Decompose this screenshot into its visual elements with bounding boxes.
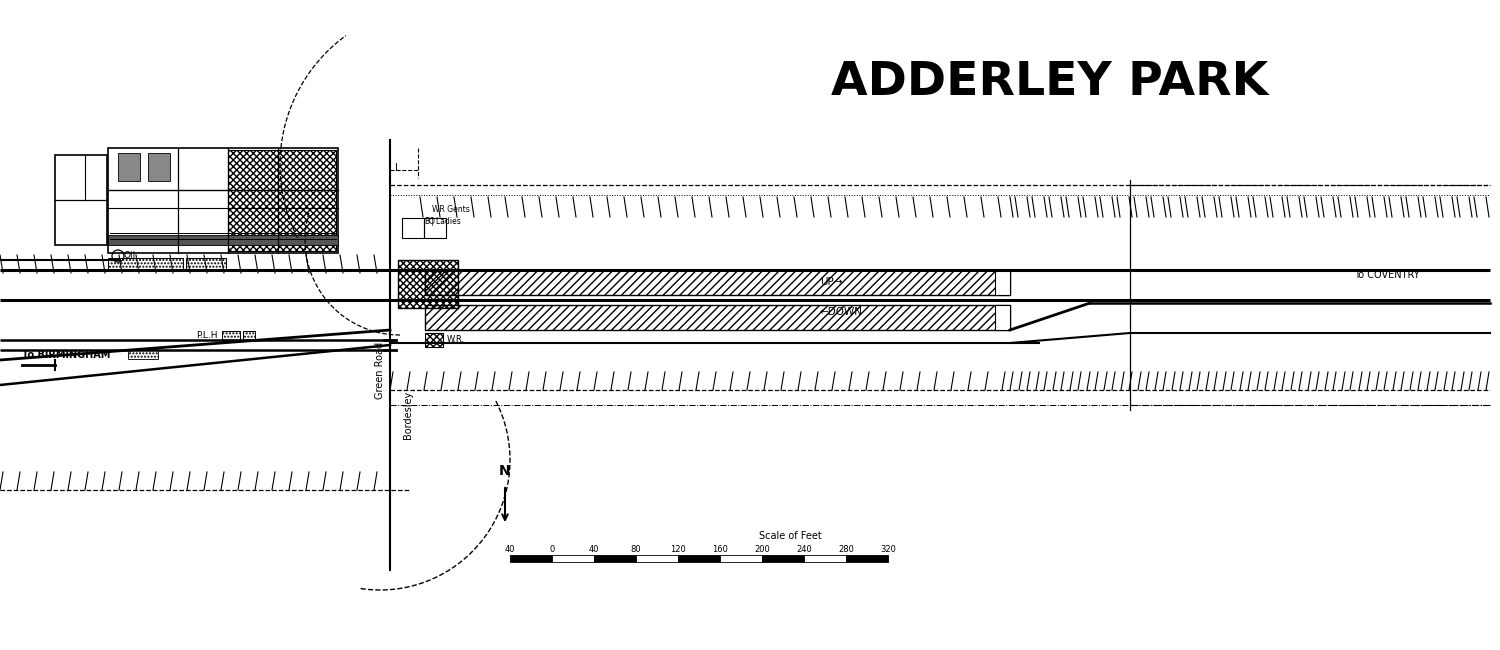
Bar bbox=[402, 218, 424, 238]
Bar bbox=[846, 555, 888, 562]
Bar bbox=[994, 305, 1010, 330]
Bar bbox=[804, 555, 846, 562]
Bar bbox=[118, 153, 140, 181]
Bar bbox=[228, 150, 336, 251]
Text: UP→: UP→ bbox=[821, 277, 843, 287]
Bar bbox=[424, 218, 445, 238]
Bar bbox=[510, 555, 552, 562]
Bar bbox=[148, 153, 170, 181]
Text: 40: 40 bbox=[588, 545, 598, 554]
Text: 120: 120 bbox=[670, 545, 686, 554]
Text: 40: 40 bbox=[504, 545, 516, 554]
Text: 160: 160 bbox=[712, 545, 728, 554]
Text: ←DOWN: ←DOWN bbox=[821, 307, 862, 317]
Text: Scale of Feet: Scale of Feet bbox=[759, 531, 822, 541]
Text: BO: BO bbox=[424, 218, 435, 226]
Bar bbox=[108, 148, 338, 253]
Bar bbox=[243, 331, 255, 341]
Text: 240: 240 bbox=[796, 545, 812, 554]
Bar bbox=[678, 555, 720, 562]
Text: To COVENTRY: To COVENTRY bbox=[1354, 270, 1420, 280]
Text: To BIRMINGHAM: To BIRMINGHAM bbox=[22, 350, 111, 360]
Text: N: N bbox=[500, 464, 512, 478]
Text: | Ladies: | Ladies bbox=[430, 218, 460, 226]
Text: Green Road: Green Road bbox=[375, 341, 386, 398]
Text: Bordesley: Bordesley bbox=[404, 391, 412, 439]
Text: Oil: Oil bbox=[124, 250, 136, 259]
Text: ADDERLEY PARK: ADDERLEY PARK bbox=[831, 60, 1269, 105]
Text: L: L bbox=[394, 163, 400, 173]
Text: 280: 280 bbox=[839, 545, 854, 554]
Bar bbox=[186, 258, 226, 270]
Bar bbox=[128, 349, 158, 359]
Bar bbox=[424, 333, 442, 347]
Bar bbox=[398, 260, 458, 308]
Bar bbox=[222, 331, 240, 341]
Bar bbox=[108, 258, 183, 270]
Bar bbox=[762, 555, 804, 562]
Text: 0: 0 bbox=[549, 545, 555, 554]
Text: 80: 80 bbox=[630, 545, 642, 554]
Text: 200: 200 bbox=[754, 545, 770, 554]
Text: W.R.: W.R. bbox=[447, 335, 465, 345]
Text: WR Gents: WR Gents bbox=[432, 205, 470, 214]
Bar bbox=[424, 270, 1010, 295]
Bar bbox=[108, 235, 338, 245]
Bar bbox=[552, 555, 594, 562]
Bar bbox=[594, 555, 636, 562]
Bar bbox=[424, 305, 1010, 330]
Text: P.L.H: P.L.H bbox=[196, 332, 217, 341]
Bar bbox=[720, 555, 762, 562]
Bar bbox=[56, 155, 106, 245]
Text: 320: 320 bbox=[880, 545, 896, 554]
Bar bbox=[636, 555, 678, 562]
Bar bbox=[994, 270, 1010, 295]
